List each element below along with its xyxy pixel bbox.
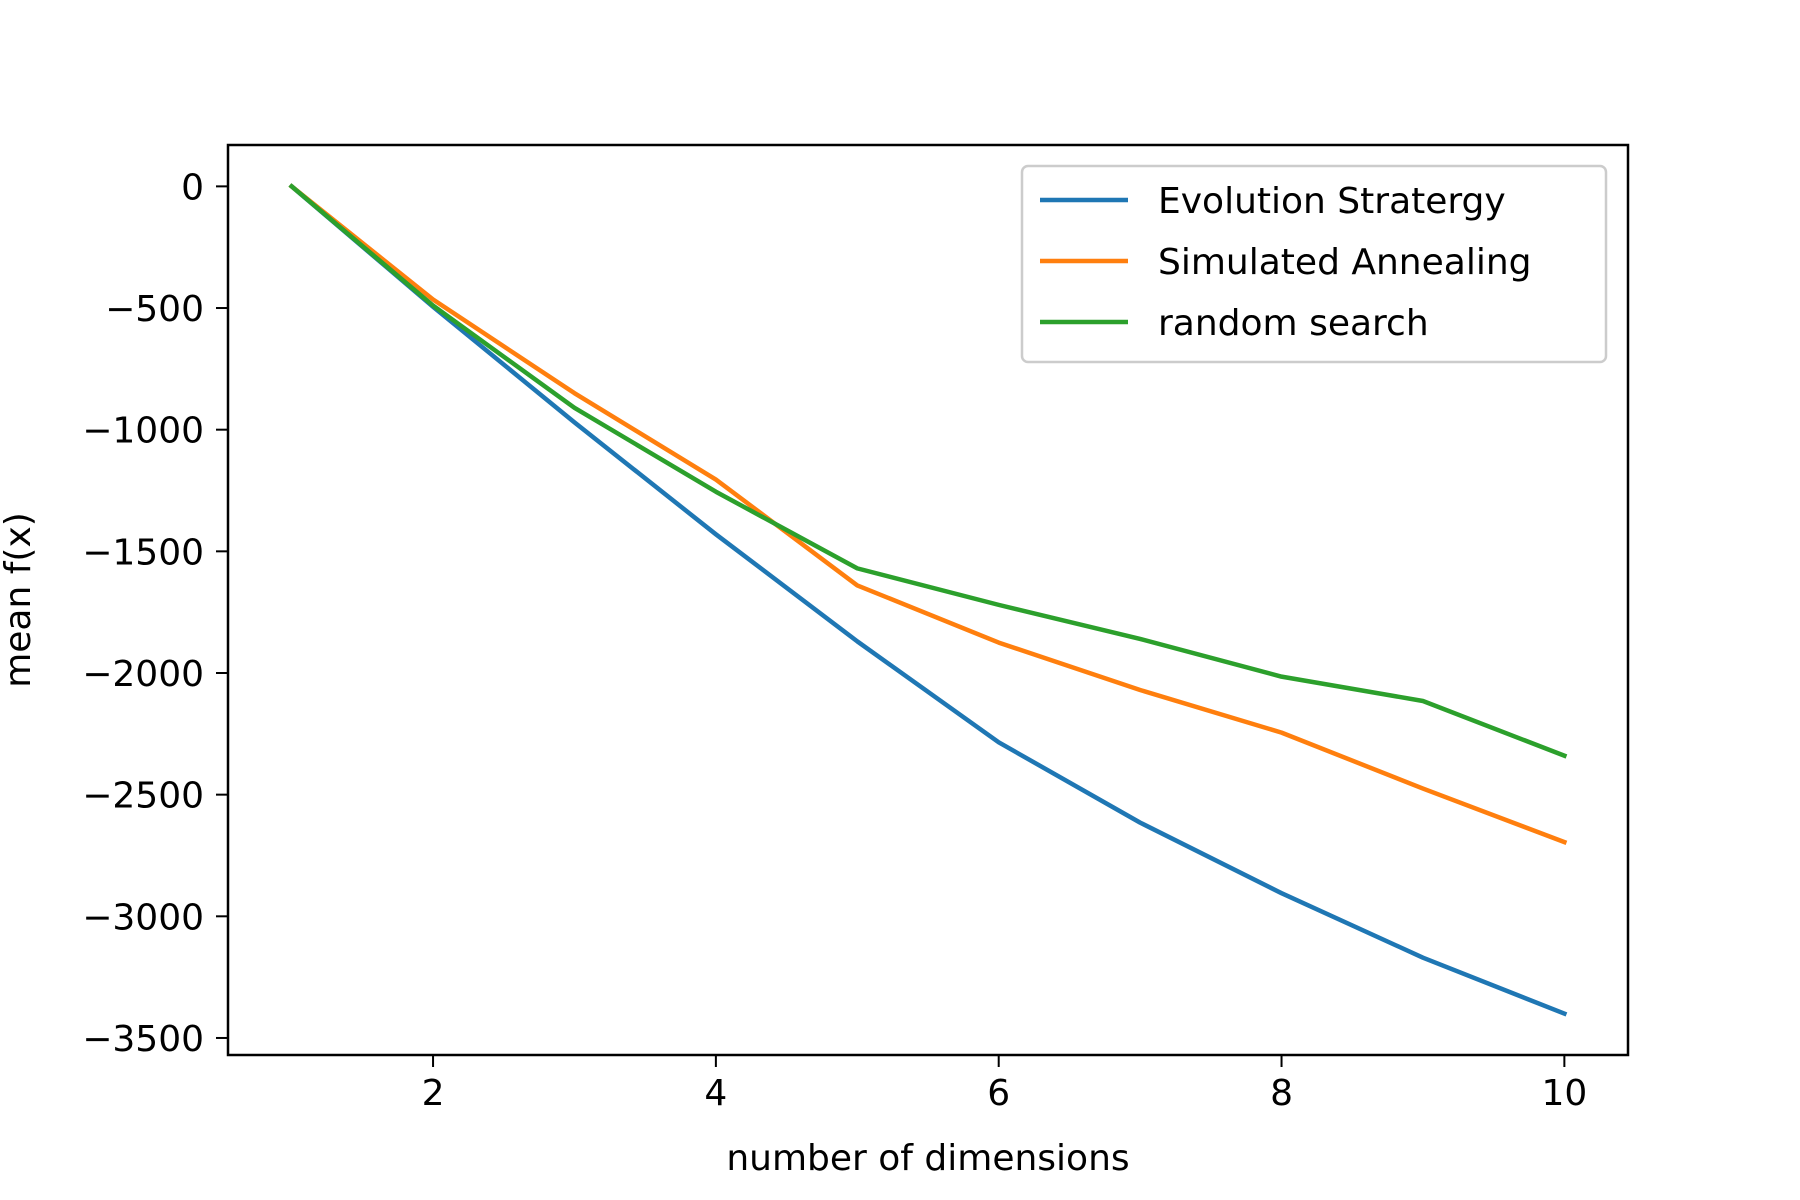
y-tick-label: −1000 [82,411,204,452]
x-axis-label: number of dimensions [726,1138,1129,1179]
y-tick-label: −2000 [82,654,204,695]
legend-label-1: Simulated Annealing [1158,242,1532,283]
x-tick-label: 2 [422,1073,445,1114]
legend-box [1020,164,1608,364]
y-tick-label: −2500 [82,776,204,817]
legend: Evolution Stratergy Simulated Annealing ra… [1020,164,1608,364]
series-line-2 [288,183,1568,759]
y-tick-label: −3500 [82,1019,204,1060]
x-tick-label: 10 [1541,1073,1587,1114]
y-tick-label: −500 [105,289,204,330]
series-line-1 [288,183,1568,846]
legend-label-2: random search [1158,303,1429,344]
y-tick-label: −1500 [82,532,204,573]
y-tick-label: 0 [181,167,204,208]
series-line-0 [288,183,1568,1017]
legend-label-0: Evolution Stratergy [1158,181,1506,222]
y-axis-label: mean f(x) [0,512,39,688]
y-tick-label: −3000 [82,897,204,938]
x-tick-label: 4 [704,1073,727,1114]
x-tick-label: 6 [987,1073,1010,1114]
axis-ticks: 2 4 6 8 10 0 −500 −1000 −1500 −2000 −2500 −3000 −350… [82,167,1587,1114]
x-tick-label: 8 [1270,1073,1293,1114]
series-lines [288,183,1568,1017]
plot-frame [226,143,1630,1057]
